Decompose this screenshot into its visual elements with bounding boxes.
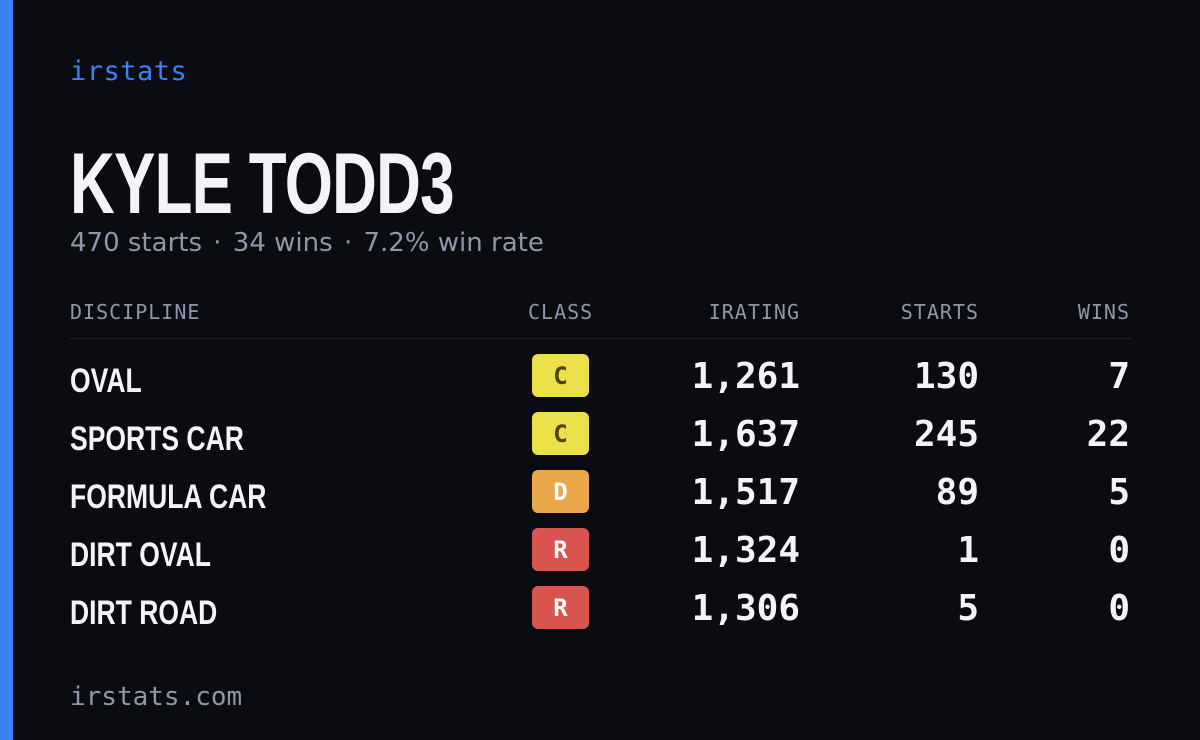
discipline-name: DIRT OVAL <box>70 536 211 574</box>
footer-url[interactable]: irstats.com <box>70 682 243 712</box>
brand-logo: irstats <box>70 56 188 87</box>
starts-value: 130 <box>913 356 979 397</box>
player-name: KYLE TODD3 <box>70 136 455 232</box>
summary-separator: · <box>343 228 353 258</box>
irating-value: 1,324 <box>691 530 800 571</box>
summary-starts: 470 starts <box>70 228 202 258</box>
license-class-badge: D <box>532 470 589 513</box>
wins-value: 0 <box>1108 588 1130 629</box>
irating-value: 1,637 <box>691 414 800 455</box>
table-header: DISCIPLINE CLASS IRATING STARTS WINS <box>70 300 1131 339</box>
player-summary: 470 starts · 34 wins · 7.2% win rate <box>70 228 544 258</box>
starts-value: 245 <box>913 414 979 455</box>
starts-value: 5 <box>957 588 979 629</box>
discipline-name: SPORTS CAR <box>70 420 244 458</box>
discipline-name: FORMULA CAR <box>70 478 267 516</box>
wins-value: 0 <box>1108 530 1130 571</box>
header-discipline: DISCIPLINE <box>70 300 201 324</box>
header-irating: IRATING <box>708 300 800 324</box>
table-row: DIRT ROAD R 1,306 5 0 <box>70 586 1131 644</box>
starts-value: 1 <box>957 530 979 571</box>
license-class-badge: R <box>532 528 589 571</box>
wins-value: 7 <box>1108 356 1130 397</box>
header-starts: STARTS <box>900 300 979 324</box>
irating-value: 1,261 <box>691 356 800 397</box>
summary-wins: 34 wins <box>232 228 333 258</box>
license-class-badge: C <box>532 354 589 397</box>
accent-bar <box>0 0 13 740</box>
irating-value: 1,517 <box>691 472 800 513</box>
table-row: FORMULA CAR D 1,517 89 5 <box>70 470 1131 528</box>
irating-value: 1,306 <box>691 588 800 629</box>
summary-separator: · <box>213 228 222 258</box>
table-row: SPORTS CAR C 1,637 245 22 <box>70 412 1131 470</box>
discipline-name: OVAL <box>70 362 142 400</box>
header-class: CLASS <box>528 300 594 324</box>
license-class-badge: C <box>532 412 589 455</box>
wins-value: 5 <box>1108 472 1130 513</box>
wins-value: 22 <box>1086 414 1130 455</box>
license-class-badge: R <box>532 586 589 629</box>
header-wins: WINS <box>1077 300 1130 324</box>
table-row: DIRT OVAL R 1,324 1 0 <box>70 528 1131 586</box>
summary-winrate: 7.2% win rate <box>363 228 544 258</box>
discipline-name: DIRT ROAD <box>70 594 218 632</box>
table-row: OVAL C 1,261 130 7 <box>70 354 1131 412</box>
starts-value: 89 <box>935 472 979 513</box>
